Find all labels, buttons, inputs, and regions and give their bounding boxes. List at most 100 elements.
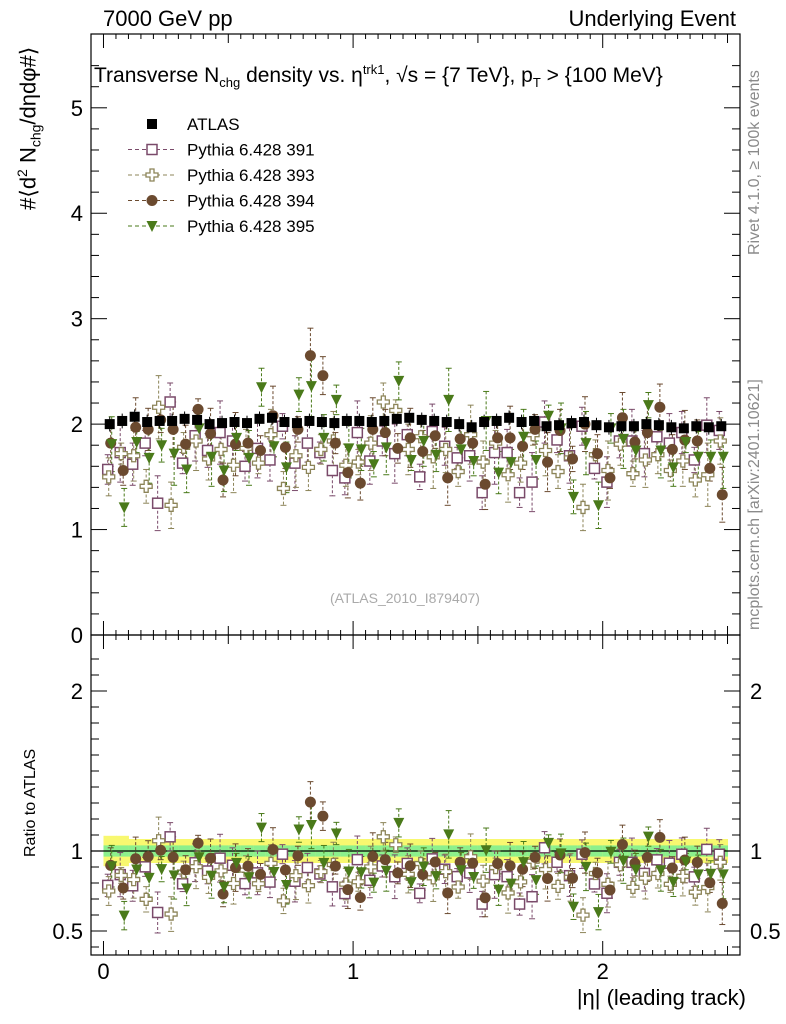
pythia-395-point xyxy=(580,438,592,450)
pythia-391-point xyxy=(451,452,463,464)
atlas-data-point xyxy=(329,418,340,429)
atlas-data-point xyxy=(491,415,502,426)
pythia-395-ratio-point xyxy=(231,857,243,869)
pythia-393-ratio-point xyxy=(439,864,453,879)
pythia-395-ratio-point xyxy=(543,837,555,849)
main-y-tick-label: 5 xyxy=(71,96,83,121)
pythia-393-point xyxy=(713,434,727,448)
main-y-tick-label-zero: 0 xyxy=(71,623,83,648)
pythia-395-point xyxy=(206,451,218,463)
pythia-393-point xyxy=(676,454,690,468)
pythia-395-point xyxy=(455,444,467,456)
pythia-395-ratio-point xyxy=(318,857,330,869)
pythia-393-point xyxy=(364,436,378,450)
atlas-data-point xyxy=(529,415,540,426)
atlas-data-point xyxy=(466,422,477,433)
pythia-391-ratio-point xyxy=(651,854,663,866)
pythia-393-point xyxy=(513,456,528,470)
pythia-394-ratio-point xyxy=(329,860,341,872)
collision-label: 7000 GeV pp xyxy=(103,6,233,31)
pythia-391-point xyxy=(588,462,601,475)
atlas-data-point xyxy=(591,420,602,431)
pythia-395-point xyxy=(305,381,317,393)
pythia-394-ratio-point xyxy=(579,847,591,859)
title-part-d: η xyxy=(351,64,363,87)
pythia-394-point xyxy=(542,456,554,468)
ratio-y-axis-label: Ratio to ATLAS xyxy=(22,748,39,857)
pythia-395-point xyxy=(231,432,243,444)
rivet-version-label: Rivet 4.1.0, ≥ 100k events xyxy=(746,70,763,255)
pythia-394-ratio-point xyxy=(404,860,416,872)
pythia-395-ratio-point xyxy=(443,829,455,841)
pythia-393-ratio-point xyxy=(389,838,403,852)
atlas-data-point xyxy=(691,421,702,432)
pythia-394-ratio-point xyxy=(442,887,454,899)
pythia-394-ratio-point xyxy=(529,851,541,863)
pythia-391-ratio-point xyxy=(513,898,526,910)
atlas-data-point xyxy=(616,421,627,432)
pythia-391-point xyxy=(413,471,426,483)
pythia-393-point xyxy=(289,449,303,463)
pythia-394-ratio-point xyxy=(392,867,404,879)
pythia-394-ratio-point xyxy=(616,839,628,851)
pythia-394-point xyxy=(230,438,242,450)
pythia-395-point xyxy=(518,431,530,443)
pythia-393-ratio-point xyxy=(314,864,328,879)
pythia-394-point xyxy=(304,350,316,362)
pythia-394-point xyxy=(217,474,229,486)
ratio-y-tick-label: 0.5 xyxy=(52,919,83,944)
pythia-393-point xyxy=(164,498,178,512)
pythia-395-point xyxy=(355,444,367,456)
x-tick-label: 1 xyxy=(347,959,359,984)
atlas-data-point xyxy=(554,420,565,431)
pythia-395-point xyxy=(106,439,118,451)
pythia-393-point xyxy=(638,453,653,467)
pythia-393-ratio-point xyxy=(713,855,727,869)
pythia-393-ratio-point xyxy=(351,875,365,889)
pythia-395-point xyxy=(692,451,704,463)
pythia-393-ratio-point xyxy=(276,894,291,908)
pythia-393-point xyxy=(626,467,640,481)
pythia-391-point xyxy=(301,437,314,449)
pythia-393-ratio-point xyxy=(638,871,653,885)
pythia-394-point xyxy=(479,478,491,490)
pythia-394-ratio-point xyxy=(542,872,554,884)
title-part-c: density vs. xyxy=(240,64,352,87)
legend-pythia-393-label: Pythia 6.428 393 xyxy=(187,166,315,185)
pythia-394-point xyxy=(716,489,728,501)
pythia-391-ratio-point xyxy=(538,842,551,854)
main-y-tick-label: 2 xyxy=(71,412,83,437)
x-tick-label: 2 xyxy=(597,959,609,984)
pythia-395-ratio-point xyxy=(430,871,442,883)
ratio-y-tick-label-right: 2 xyxy=(750,679,762,704)
atlas-data-point xyxy=(354,415,365,426)
pythia-393-point xyxy=(688,473,702,487)
atlas-data-point xyxy=(366,417,377,428)
pythia-393-point xyxy=(314,442,328,457)
pythia-395-ratio-point xyxy=(418,861,430,873)
main-y-tick-label: 3 xyxy=(71,307,83,332)
legend-atlas-label: ATLAS xyxy=(187,115,240,134)
pythia-394-point xyxy=(442,472,454,484)
atlas-data-point xyxy=(416,414,427,425)
atlas-data-point xyxy=(229,417,240,428)
pythia-394-point xyxy=(317,370,329,382)
pythia-394-point xyxy=(130,421,142,433)
pythia-395-point xyxy=(430,449,442,461)
atlas-data-point xyxy=(716,421,727,432)
ylabel-part-e: /dηdφ#⟩ xyxy=(15,46,41,125)
pythia-391-point xyxy=(164,396,176,408)
pythia-395-point xyxy=(218,465,230,477)
pythia-394-point xyxy=(117,465,129,477)
pythia-393-point xyxy=(551,464,565,479)
pythia-393-point xyxy=(351,455,365,469)
pythia-391-ratio-point xyxy=(351,853,364,866)
pythia-395-ratio-point xyxy=(168,870,180,882)
ratio-y-tick-label-right: 0.5 xyxy=(750,919,781,944)
pythia-395-point xyxy=(393,375,405,387)
pythia-394-point xyxy=(342,467,354,479)
pythia-394-ratio-point xyxy=(454,856,466,868)
pythia-394-point xyxy=(467,437,479,449)
pythia-395-point xyxy=(343,443,355,455)
